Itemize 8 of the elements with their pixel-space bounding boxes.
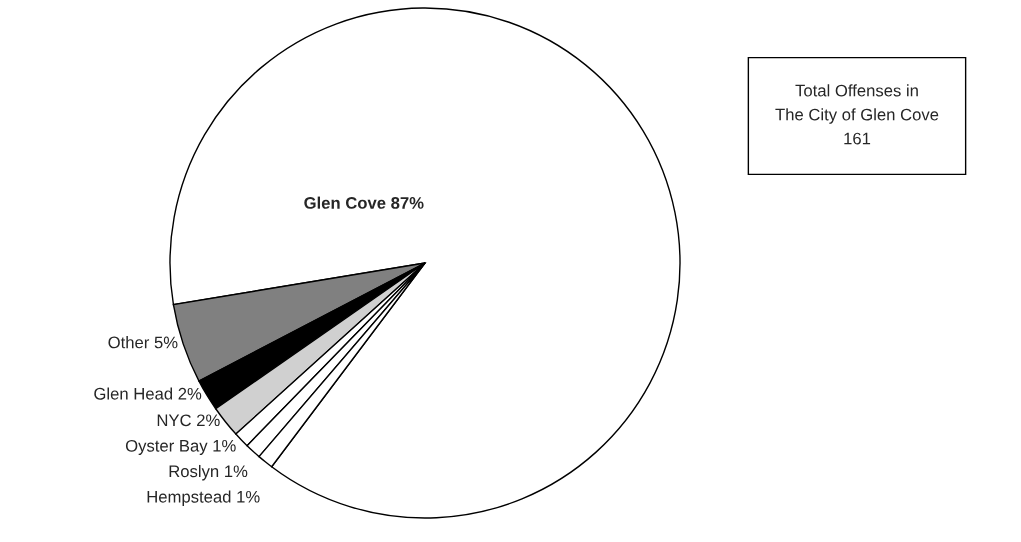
slice-label: Oyster Bay 1% bbox=[125, 439, 236, 455]
slice-label: Glen Head 2% bbox=[94, 387, 202, 400]
slice-label: Other 5% bbox=[108, 336, 178, 349]
slice-label: NYC 2% bbox=[157, 414, 220, 427]
text: Total Offenses in The City of Glen Cove 161 bbox=[775, 84, 939, 145]
slice-label: Hempstead 1% bbox=[147, 490, 260, 506]
slice-label: Roslyn 1% bbox=[169, 464, 248, 481]
slice-label: Glen Cove 87% bbox=[304, 196, 424, 209]
